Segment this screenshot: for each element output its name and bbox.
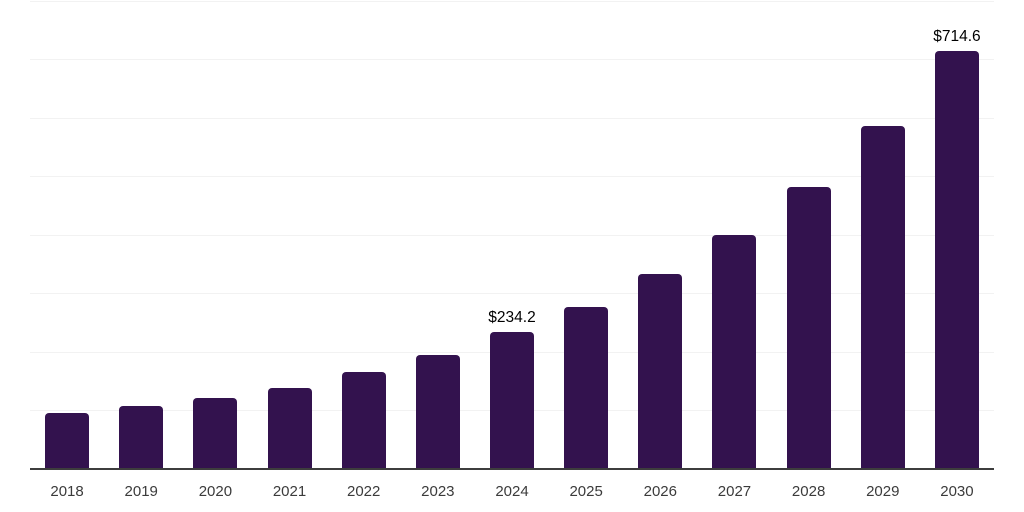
x-axis-line <box>30 468 994 470</box>
bar-2027 <box>712 235 757 469</box>
gridline-700 <box>30 59 994 60</box>
bar-2019 <box>119 405 164 469</box>
bar-2028 <box>786 186 831 469</box>
bar-2021 <box>267 387 312 469</box>
bar-2026 <box>638 274 683 469</box>
bar-2024 <box>490 331 534 469</box>
bar-2023 <box>415 354 460 469</box>
gridline-800 <box>30 0 994 2</box>
x-tick-2028: 2028 <box>791 483 826 500</box>
bar-2029 <box>860 125 905 469</box>
x-tick-2021: 2021 <box>272 483 307 500</box>
gridline-500 <box>30 176 994 177</box>
x-tick-2024: 2024 <box>495 483 529 500</box>
bar-2020 <box>193 397 238 469</box>
x-tick-2018: 2018 <box>50 483 84 500</box>
bar-2022 <box>341 371 386 469</box>
x-tick-2027: 2027 <box>717 483 752 500</box>
value-label-2024: $234.2 <box>488 308 536 326</box>
bar-2030 <box>934 50 979 469</box>
value-label-2030: $714.6 <box>933 27 981 45</box>
gridline-300 <box>30 293 994 294</box>
x-tick-2022: 2022 <box>347 483 381 500</box>
bar-2018 <box>45 413 90 469</box>
x-tick-2019: 2019 <box>124 483 158 500</box>
x-tick-2026: 2026 <box>643 483 677 500</box>
gridline-400 <box>30 234 994 236</box>
x-tick-2023: 2023 <box>421 483 455 500</box>
gridline-600 <box>30 117 994 119</box>
x-tick-2025: 2025 <box>569 483 603 500</box>
bar-2025 <box>564 306 609 469</box>
x-tick-2029: 2029 <box>866 483 900 500</box>
x-tick-2020: 2020 <box>198 483 233 500</box>
x-tick-2030: 2030 <box>940 483 974 500</box>
